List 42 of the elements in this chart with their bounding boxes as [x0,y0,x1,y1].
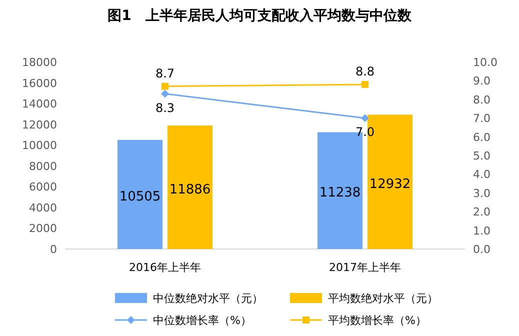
y2-tick-label: 8.0 [473,93,490,106]
chart-title: 图1 上半年居民人均可支配收入平均数与中位数 [108,8,412,24]
y2-tick-label: 1.0 [473,224,490,238]
legend-label: 中位数绝对水平（元） [153,292,263,305]
y-tick-label: 16000 [22,76,57,90]
y-tick-label: 4000 [29,201,57,214]
y2-tick-label: 7.0 [473,112,490,126]
point [362,80,368,88]
y-tick-label: 18000 [22,56,57,69]
y-tick-label: 2000 [29,222,57,236]
legend-label: 平均数绝对水平（元） [328,292,438,305]
data-label: 8.8 [355,64,375,78]
legend-label: 中位数增长率（%） [153,314,252,327]
point [162,82,168,90]
data-label: 11886 [169,182,211,198]
y2-tick-label: 9.0 [473,74,490,88]
y2-tick-label: 10.0 [473,56,498,69]
point [361,114,369,122]
y-tick-label: 8000 [29,160,57,173]
y2-tick-label: 0.0 [473,243,490,256]
y2-tick-label: 2.0 [473,206,490,219]
bar [118,140,162,249]
y2-tick-label: 6.0 [473,130,490,144]
data-label: 12932 [369,176,411,192]
y2-tick-label: 3.0 [473,186,490,200]
y-tick-label: 6000 [29,180,57,194]
data-label: 7.0 [355,125,375,140]
y2-tick-label: 4.0 [473,168,490,182]
point [161,90,169,98]
data-label: 11238 [319,186,361,201]
legend-label: 平均数增长率（%） [328,314,426,327]
data-label: 10505 [119,189,161,204]
y2-tick-label: 5.0 [473,150,490,162]
y-tick-label: 10000 [22,139,57,152]
y-tick-label: 14000 [22,98,57,111]
data-label: 8.3 [155,100,175,115]
data-label: 8.7 [155,66,175,80]
x-tick-label: 2016年上半年 [129,261,201,274]
x-tick-label: 2017年上半年 [329,261,401,274]
bar [168,126,212,249]
y-tick-label: 12000 [22,118,57,132]
y-tick-label: 0 [50,243,57,256]
